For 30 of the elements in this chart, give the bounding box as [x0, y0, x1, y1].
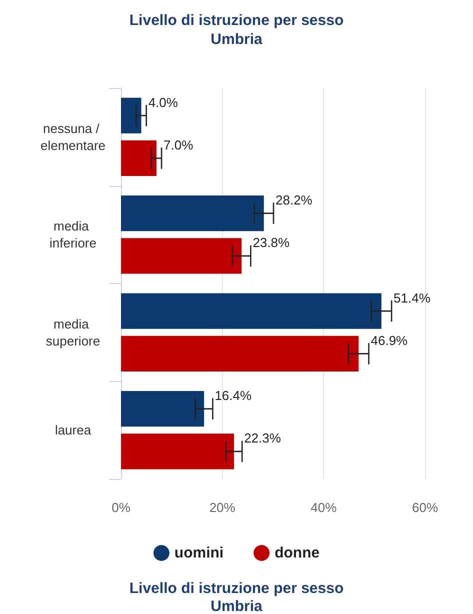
data-label: 46.9% [370, 332, 408, 348]
text: Umbria [210, 598, 263, 614]
bar [121, 293, 382, 329]
data-label: 51.4% [394, 290, 431, 306]
bar [121, 238, 242, 274]
data-label: 23.8% [252, 235, 290, 250]
bar [121, 391, 204, 427]
text: Livello di istruzione per sesso [129, 580, 344, 597]
legend-label: donne [274, 544, 320, 562]
y-tick-label: laurea [54, 422, 92, 438]
y-tick-label: nessuna / elementare [40, 120, 106, 153]
x-tick-label: 40% [310, 500, 338, 515]
x-tick-label: 60% [412, 500, 438, 515]
bar [121, 98, 142, 134]
x-tick-label: 20% [209, 500, 236, 515]
x-tick-label: 0% [112, 500, 131, 515]
bar [121, 196, 264, 232]
data-label: 7.0% [164, 137, 194, 152]
data-label: 28.2% [276, 192, 313, 208]
data-label: 22.3% [244, 430, 282, 446]
legend-label: uomini [174, 544, 224, 562]
chart-subtitle: Umbria [210, 31, 263, 48]
data-label: 16.4% [214, 388, 252, 404]
chart-title: Livello di istruzione per sesso [129, 12, 344, 29]
y-tick-label: media inferiore [50, 218, 96, 251]
bar [121, 434, 234, 470]
bar [121, 336, 359, 372]
data-label: 4.0% [148, 94, 178, 110]
y-tick-label: media superiore [46, 316, 100, 348]
bar [121, 140, 156, 176]
